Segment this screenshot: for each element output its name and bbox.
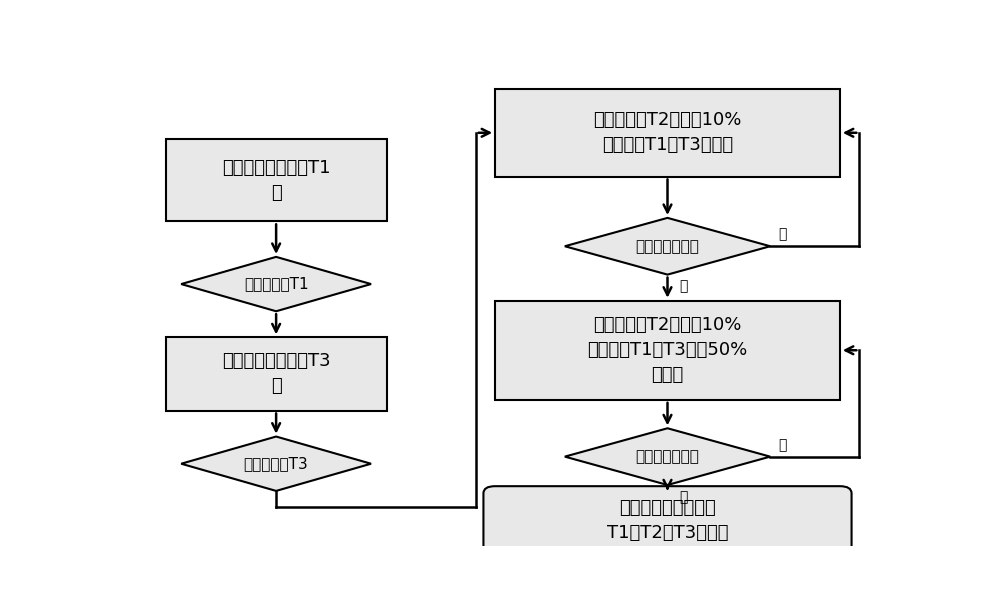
Text: 参数空间内均分布T3
值: 参数空间内均分布T3 值: [222, 352, 330, 395]
Text: 是: 是: [679, 490, 688, 504]
Text: 粒子群算法T2在正负10%
内寻优，T1，T3正负50%
内寻优: 粒子群算法T2在正负10% 内寻优，T1，T3正负50% 内寻优: [587, 316, 748, 384]
Polygon shape: [181, 257, 371, 311]
Text: 否: 否: [778, 438, 786, 452]
FancyBboxPatch shape: [495, 301, 840, 400]
Text: 否: 否: [778, 227, 786, 241]
Text: 满足转换条件？: 满足转换条件？: [636, 239, 699, 254]
Polygon shape: [565, 429, 770, 485]
FancyBboxPatch shape: [166, 337, 387, 411]
FancyBboxPatch shape: [495, 89, 840, 176]
Text: 参数空间内均分布T1
值: 参数空间内均分布T1 值: [222, 158, 330, 201]
Text: 是: 是: [679, 279, 688, 293]
Text: 筛选出最佳T1: 筛选出最佳T1: [244, 276, 308, 292]
FancyBboxPatch shape: [483, 486, 852, 554]
Polygon shape: [565, 218, 770, 274]
Text: 输出寻优结果；完成
T1，T2，T3的辨识: 输出寻优结果；完成 T1，T2，T3的辨识: [607, 499, 728, 542]
Polygon shape: [181, 437, 371, 491]
Text: 粒子群算法T2在正负10%
内寻优，T1，T3值不变: 粒子群算法T2在正负10% 内寻优，T1，T3值不变: [593, 111, 742, 154]
Text: 筛选出最佳T3: 筛选出最佳T3: [244, 456, 308, 471]
Text: 满足转换条件？: 满足转换条件？: [636, 449, 699, 464]
FancyBboxPatch shape: [166, 139, 387, 222]
